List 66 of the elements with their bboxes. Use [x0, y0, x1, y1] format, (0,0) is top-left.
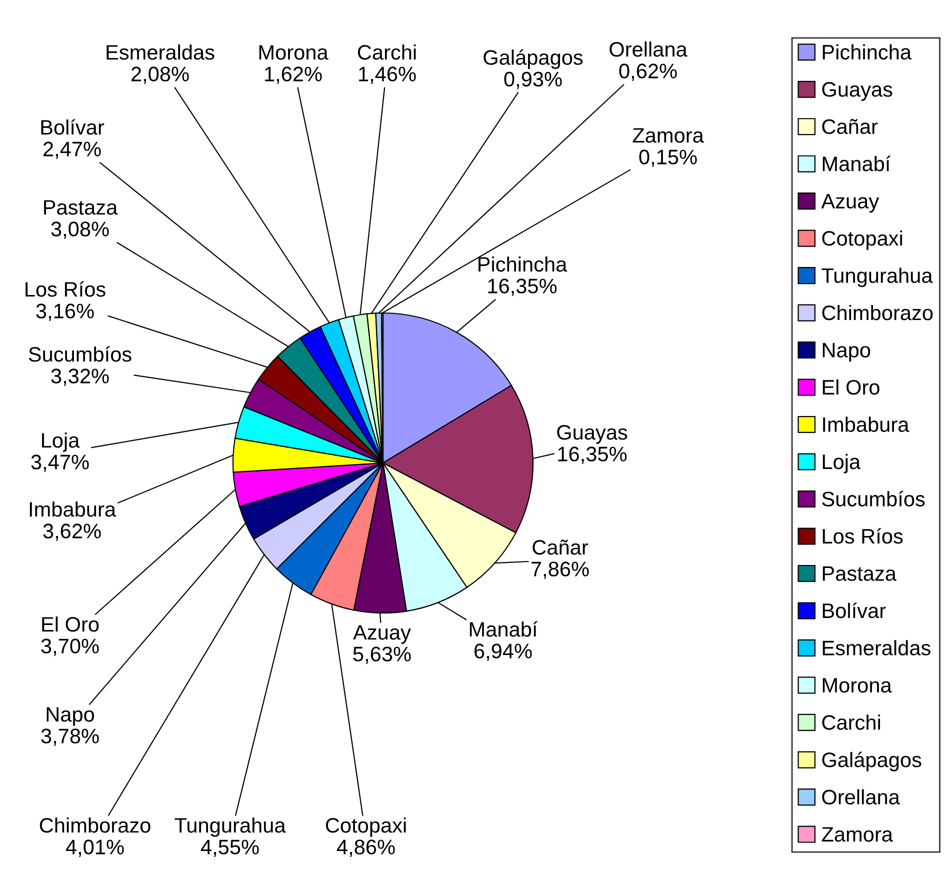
slice-label: Pastaza: [44, 200, 118, 215]
slice-label: Pichincha: [478, 256, 568, 272]
slice-label: Azuay: [353, 625, 411, 644]
data-label: 2,47%: [44, 142, 101, 159]
legend-label: Loja: [822, 454, 861, 474]
legend-label: Galápagos: [822, 752, 922, 772]
legend-label: Morona: [822, 678, 892, 693]
legend-label: Cañar: [822, 118, 878, 134]
slice-label: Guayas: [557, 424, 628, 444]
legend-label: Pichincha: [822, 44, 912, 60]
slice-label: Cotopaxi: [326, 817, 406, 837]
slice-label: Orellana: [610, 41, 688, 57]
slice-label: Chimborazo: [40, 817, 150, 833]
slice-label: Carchi: [358, 44, 416, 60]
data-label: 3,32%: [51, 368, 109, 386]
data-label: 4,01%: [66, 840, 124, 857]
data-label: 3,47%: [31, 454, 89, 472]
slice-label: Zamora: [632, 128, 704, 143]
legend-label: Zamora: [822, 827, 893, 842]
legend-label: Tungurahua: [822, 268, 933, 288]
data-label: 0,15%: [639, 150, 697, 167]
data-label: 5,63%: [353, 646, 411, 664]
legend-label: Imbabura: [823, 416, 910, 432]
slice-label: Morona: [259, 45, 328, 60]
legend-label: Napo: [822, 342, 870, 362]
data-label: 6,94%: [474, 644, 532, 661]
slice-label: Napo: [46, 707, 94, 726]
data-label: 16,35%: [488, 278, 557, 296]
legend-label: El Oro: [822, 379, 880, 395]
legend-label: Cotopaxi: [822, 230, 902, 250]
data-label: 3,16%: [36, 304, 94, 321]
data-label: 0,93%: [504, 72, 562, 90]
legend-label: Sucumbíos: [822, 490, 925, 506]
data-label: 7,86%: [532, 562, 589, 579]
slice-label: Imbabura: [30, 501, 116, 517]
legend-label: Azuay: [821, 194, 880, 213]
legend-label: Manabí: [822, 156, 891, 172]
slice-label: Esmeraldas: [106, 44, 214, 60]
data-label: 16,35%: [558, 446, 627, 464]
slice-label: Tungurahua: [174, 817, 286, 837]
slice-label: Loja: [42, 432, 80, 452]
data-label: 1,62%: [265, 66, 322, 84]
data-label: 3,78%: [41, 728, 99, 746]
legend-label: Pastaza: [822, 566, 896, 581]
data-label: 0,62%: [619, 64, 677, 81]
legend-label: Chimborazo: [822, 304, 933, 320]
legend-label: Esmeraldas: [822, 640, 930, 656]
slice-label: Bolívar: [41, 119, 104, 135]
data-label: 4,86%: [336, 840, 395, 857]
legend-label: Carchi: [822, 714, 880, 730]
data-label: 3,70%: [41, 638, 99, 656]
slice-label: Sucumbíos: [28, 346, 132, 362]
slice-label: El Oro: [42, 616, 99, 632]
data-label: 3,62%: [43, 524, 101, 541]
slice-label: Cañar: [532, 540, 588, 555]
slice-label: Manabí: [470, 621, 538, 637]
legend-label: Bolívar: [822, 602, 886, 618]
slice-label: Los Ríos: [26, 281, 106, 297]
data-label: 2,08%: [132, 66, 189, 84]
legend-label: Los Ríos: [822, 528, 903, 544]
data-label: 1,46%: [359, 66, 416, 84]
legend-label: Guayas: [822, 82, 892, 101]
slice-label: Galápagos: [484, 49, 583, 69]
legend-label: Orellana: [822, 789, 900, 804]
data-label: 3,08%: [51, 222, 109, 239]
data-label: 4,55%: [200, 840, 259, 857]
